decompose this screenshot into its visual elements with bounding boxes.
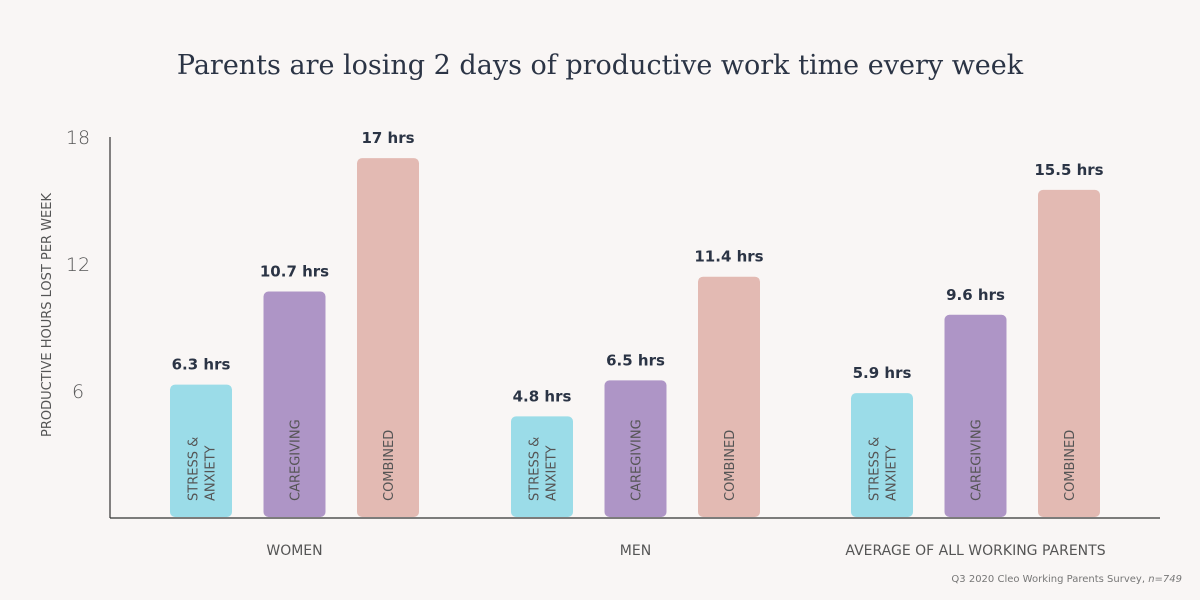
sample-size: n=749: [1148, 574, 1182, 585]
bar: [357, 158, 419, 517]
x-tick-label: AVERAGE OF ALL WORKING PARENTS: [845, 543, 1105, 559]
bar: [170, 384, 232, 517]
bar-category-label: COMBINED: [723, 430, 738, 501]
bar: [851, 393, 913, 517]
data-label: 6.3 hrs: [172, 356, 231, 374]
data-label: 11.4 hrs: [694, 248, 763, 266]
bar-category-label: STRESS &: [187, 437, 202, 501]
bar-category-label: COMBINED: [1063, 430, 1078, 501]
y-tick-label: 6: [72, 381, 84, 403]
bar-category-label: ANXIETY: [885, 445, 900, 501]
data-label: 4.8 hrs: [513, 387, 572, 405]
bar: [944, 314, 1007, 517]
data-label: 10.7 hrs: [260, 263, 329, 281]
x-tick-label: MEN: [620, 543, 651, 559]
chart-title: Parents are losing 2 days of productive …: [176, 50, 1024, 81]
bar: [604, 380, 667, 517]
bar-category-label: CAREGIVING: [970, 419, 985, 501]
y-tick-label: 18: [66, 127, 90, 149]
data-label: 6.5 hrs: [606, 351, 665, 369]
bar: [1038, 189, 1100, 517]
data-label: 17 hrs: [361, 129, 414, 147]
bar-category-label: ANXIETY: [545, 445, 560, 501]
bar-category-label: COMBINED: [382, 430, 397, 501]
bar: [511, 416, 573, 517]
data-label: 5.9 hrs: [853, 364, 912, 382]
bar: [698, 276, 760, 517]
y-axis-label: PRODUCTIVE HOURS LOST PER WEEK: [40, 193, 55, 437]
bar: [263, 291, 326, 517]
data-label: 9.6 hrs: [946, 286, 1005, 304]
bar-category-label: STRESS &: [868, 437, 883, 501]
source-note: Q3 2020 Cleo Working Parents Survey, n=7…: [951, 574, 1182, 585]
data-label: 15.5 hrs: [1034, 161, 1103, 179]
x-tick-label: WOMEN: [266, 543, 322, 559]
bar-category-label: ANXIETY: [204, 445, 219, 501]
bar-category-label: CAREGIVING: [289, 419, 304, 501]
source-text: Q3 2020 Cleo Working Parents Survey,: [951, 574, 1149, 585]
bar-category-label: STRESS &: [528, 437, 543, 501]
bar-category-label: CAREGIVING: [630, 419, 645, 501]
y-tick-label: 12: [66, 254, 90, 276]
